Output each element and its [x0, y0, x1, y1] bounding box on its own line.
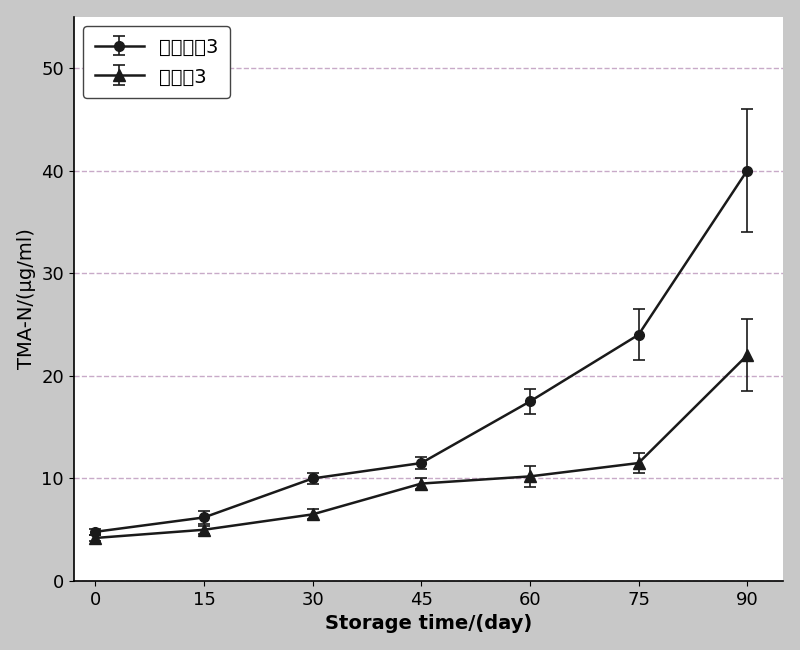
X-axis label: Storage time/(day): Storage time/(day): [325, 614, 532, 633]
Y-axis label: TMA-N/(μg/ml): TMA-N/(μg/ml): [17, 228, 36, 369]
Legend: 空白对照3, 实施例3: 空白对照3, 实施例3: [83, 27, 230, 98]
